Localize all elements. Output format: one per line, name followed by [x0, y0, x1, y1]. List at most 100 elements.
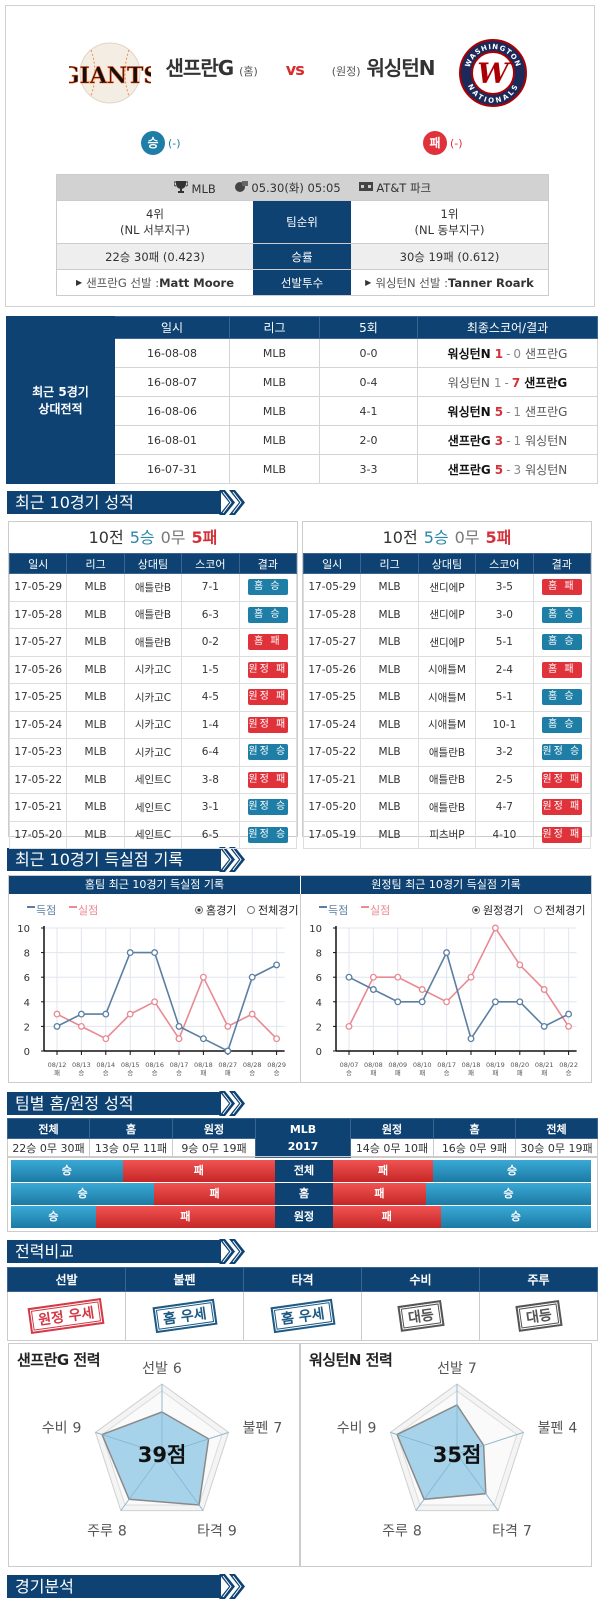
- x-tick-label: 08/20: [510, 1061, 529, 1069]
- h2h-right-score: 7: [511, 375, 521, 390]
- recent-game-row: 17-05-21 MLB 세인트C 3-1 원정 승: [8, 793, 298, 822]
- data-point-allowed: [540, 986, 548, 993]
- league-name: MLB: [289, 1123, 317, 1136]
- chart-radio-option[interactable]: 홈경기: [195, 903, 237, 917]
- data-point-allowed: [394, 973, 402, 981]
- summary-losses: 5패: [485, 528, 512, 547]
- recent-score: 3-0: [475, 600, 534, 629]
- recent-league: MLB: [360, 655, 419, 684]
- recent-league: MLB: [66, 710, 125, 739]
- recent-date: 17-05-23: [8, 738, 68, 767]
- recent-result: 원정 패: [238, 710, 298, 739]
- x-tick-label: 08/18: [194, 1061, 213, 1069]
- result-badge: 홈 승: [247, 579, 288, 596]
- x-result-label: 승: [249, 1069, 255, 1077]
- radio-label[interactable]: 전체경기: [545, 904, 585, 917]
- recent-opp: 애틀란B: [123, 600, 183, 629]
- recent-game-row: 17-05-22 MLB 세인트C 3-8 원정 패: [8, 765, 298, 794]
- h2h-right-score: 3: [513, 462, 522, 477]
- recent-result: 원정 패: [238, 655, 298, 684]
- data-point-allowed: [443, 998, 451, 1006]
- recent-date: 17-05-25: [302, 683, 362, 712]
- h2h-column-header: 최종스코어/결과: [417, 316, 598, 339]
- away-result: 패 (-): [423, 131, 463, 155]
- recent-date: 17-05-28: [302, 600, 362, 629]
- h2h-date: 16-07-31: [114, 454, 230, 484]
- strength-comparison-table: 선발 불펜 타격 수비 주루 원정 우세 홈 우세 홈 우세 대등 대등: [7, 1267, 598, 1341]
- home-pitcher: ▶ 샌프란G 선발 : Matt Moore: [57, 270, 253, 295]
- recent-result: 원정 패: [238, 683, 298, 712]
- h2h-left-score: 5: [494, 462, 504, 477]
- radar-spoke-inner: [95, 1432, 163, 1455]
- legend-label: 득점: [36, 904, 56, 917]
- recent-score: 3-8: [181, 765, 240, 794]
- h2h-league: MLB: [229, 396, 320, 426]
- chart-radio-option[interactable]: 원정경기: [472, 904, 524, 917]
- radio-label[interactable]: 홈경기: [206, 903, 236, 917]
- data-point-allowed: [102, 1035, 110, 1043]
- recent-game-row: 17-05-20 MLB 세인트C 6-5 원정 승: [8, 820, 298, 849]
- home-loss-bar: 패: [122, 1160, 275, 1182]
- chart-radio-option[interactable]: 전체경기: [534, 904, 586, 917]
- recent-games-table: 일시 리그 상대팀 스코어 결과 17-05-29 MLB 샌디에P 3-5 홈 패 17-05-2…: [302, 553, 592, 849]
- recent-column-header: 리그: [66, 553, 125, 574]
- data-point-scored: [565, 1010, 573, 1018]
- chevron-shape: [219, 1574, 245, 1599]
- home-home-record: 13승 0무 11패: [89, 1138, 173, 1158]
- result-badge: 홈 승: [541, 689, 582, 706]
- strength-verdict-cell: 대등: [479, 1291, 598, 1341]
- recent-game-row: 17-05-20 MLB 애틀란B 4-7 원정 패: [302, 793, 592, 822]
- h2h-score-separator: -: [506, 433, 511, 448]
- strength-verdict-cell: 원정 우세: [7, 1291, 126, 1341]
- recent-date: 17-05-29: [302, 573, 362, 602]
- recent-league: MLB: [66, 600, 125, 629]
- x-tick-label: 08/29: [267, 1061, 286, 1069]
- y-tick-label: 4: [24, 998, 30, 1009]
- y-tick-label: 4: [316, 998, 322, 1009]
- radio-icon[interactable]: [247, 906, 255, 914]
- data-point-scored: [467, 1035, 475, 1043]
- recent-game-row: 17-05-29 MLB 애틀란B 7-1 홈 승: [8, 573, 298, 602]
- y-tick-label: 0: [24, 1047, 30, 1058]
- recent-date: 17-05-28: [8, 600, 68, 629]
- recent-opp: 세인트C: [123, 793, 183, 822]
- radio-label[interactable]: 전체경기: [258, 904, 298, 917]
- recent-opp: 샌디에P: [417, 628, 477, 657]
- radio-icon[interactable]: [534, 906, 542, 914]
- recent-date: 17-05-22: [8, 765, 68, 794]
- radar-total-score: 35점: [433, 1443, 482, 1467]
- x-tick-label: 08/10: [413, 1061, 432, 1069]
- h2h-right-team: 샌프란G: [524, 375, 568, 390]
- data-point-scored: [175, 1022, 183, 1030]
- section-banner-strength: 전력비교: [7, 1239, 245, 1264]
- result-badge: 원정 승: [247, 799, 288, 816]
- x-tick-label: 08/19: [486, 1061, 505, 1069]
- radio-label[interactable]: 원정경기: [483, 904, 523, 917]
- recent-score: 5-1: [475, 628, 534, 657]
- h2h-final-score: 워싱턴N 1-0 샌프란G: [417, 338, 598, 368]
- recent-result: 원정 승: [238, 793, 298, 822]
- away-result-note: (-): [450, 136, 463, 150]
- recent-game-row: 17-05-19 MLB 피츠버P 4-10 원정 패: [302, 820, 592, 849]
- h2h-final-score: 샌프란G 5-3 워싱턴N: [417, 454, 598, 484]
- recent-score: 2-4: [475, 655, 534, 684]
- recent-result: 원정 패: [238, 765, 298, 794]
- data-point-scored: [199, 1035, 207, 1043]
- x-result-label: 패: [395, 1068, 401, 1077]
- section-banner-team-records: 팀별 홈/원정 성적: [7, 1091, 245, 1116]
- trophy-icon: [173, 180, 189, 193]
- x-result-label: 패: [517, 1068, 523, 1077]
- legend-label: 실점: [78, 904, 98, 917]
- vs-label: vs: [285, 60, 305, 79]
- recent-game-row: 17-05-28 MLB 샌디에P 3-0 홈 승: [302, 600, 592, 629]
- away-division: (NL 동부지구): [414, 223, 485, 237]
- chevron-highlight: [222, 491, 242, 514]
- away-pitcher: ▶ 워싱턴N 선발 : Tanner Roark: [351, 270, 548, 295]
- recent-result: 원정 승: [238, 738, 298, 767]
- chevron-double-right-icon: [219, 490, 245, 515]
- chart-radio-option[interactable]: 전체경기: [247, 904, 299, 917]
- recent-opp: 애틀란B: [123, 628, 183, 657]
- x-result-label: 패: [54, 1068, 60, 1077]
- recent-opp: 샌디에P: [417, 600, 477, 629]
- h2h-left-score: 1: [494, 346, 504, 361]
